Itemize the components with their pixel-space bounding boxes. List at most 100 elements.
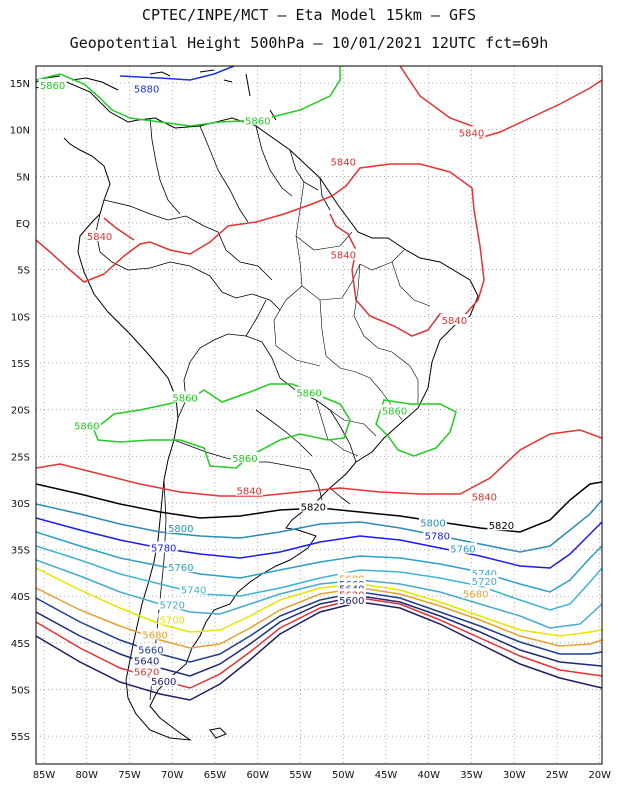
contour-label: 5740 xyxy=(181,586,206,597)
contour-label: 5620 xyxy=(134,668,159,679)
contour-label-bg xyxy=(141,628,170,640)
lon-tick-label: 30W xyxy=(503,770,526,781)
contour-label-bg xyxy=(337,593,366,605)
lon-tick-label: 60W xyxy=(246,770,269,781)
lon-tick-label: 40W xyxy=(417,770,440,781)
contour-5800 xyxy=(36,499,602,553)
contour-5840-south xyxy=(36,429,602,497)
contour-label: 5860 xyxy=(296,389,321,400)
contour-label-bg xyxy=(132,654,161,666)
contour-label: 5860 xyxy=(245,116,270,127)
height-contours xyxy=(36,66,602,701)
contour-label-bg xyxy=(448,542,477,554)
lat-tick-label: 15S xyxy=(11,359,30,370)
contour-label-bg xyxy=(171,391,200,403)
contour-label-bg xyxy=(85,229,114,241)
contour-label: 5860 xyxy=(74,421,99,432)
contour-label-bg xyxy=(470,490,499,502)
contour-label: 5860 xyxy=(232,454,257,465)
contour-label: 5840 xyxy=(442,316,467,327)
lon-tick-label: 70W xyxy=(161,770,184,781)
contour-5780 xyxy=(36,517,602,569)
contour-label: 5880 xyxy=(134,85,159,96)
graticule-grid xyxy=(36,66,602,764)
contour-label-bg xyxy=(158,598,187,610)
contour-label: 5840 xyxy=(87,232,112,243)
falkland-islands xyxy=(209,727,227,739)
contour-label: 5840 xyxy=(331,251,356,262)
contour-label-bg xyxy=(132,82,161,94)
contour-label-bg xyxy=(337,582,366,594)
contour-label: 5840 xyxy=(236,487,261,498)
lon-tick-label: 45W xyxy=(375,770,398,781)
contour-5740 xyxy=(36,545,602,611)
lon-tick-label: 85W xyxy=(33,770,56,781)
lat-tick-label: 55S xyxy=(11,732,30,743)
lon-tick-label: 50W xyxy=(332,770,355,781)
contour-label: 5640 xyxy=(134,657,159,668)
contour-label-bg xyxy=(166,522,195,534)
contour-label: 5840 xyxy=(459,128,484,139)
contour-label-bg xyxy=(295,386,324,398)
contour-label-bg xyxy=(470,575,499,587)
contour-label-bg xyxy=(166,561,195,573)
lon-tick-label: 20W xyxy=(588,770,611,781)
contour-label-bg xyxy=(158,613,187,625)
contour-label-bg xyxy=(461,587,490,599)
lon-tick-label: 65W xyxy=(204,770,227,781)
contour-labels: 5880 5860 5860 5840 5840 5840 5840 5840 5860 5860… xyxy=(38,78,516,688)
contour-label-bg xyxy=(380,404,409,416)
contour-label: 5840 xyxy=(472,492,497,503)
contour-label: 5780 xyxy=(425,531,450,542)
contour-label-bg xyxy=(423,529,452,541)
contour-label-bg xyxy=(38,78,67,90)
contour-label: 5600 xyxy=(151,677,176,688)
contour-5840-north xyxy=(36,66,602,337)
lon-tick-label: 35W xyxy=(460,770,483,781)
contour-label: 5860 xyxy=(172,393,197,404)
contour-label-bg xyxy=(419,516,448,528)
title-line-2: Geopotential Height 500hPa – 10/01/2021 … xyxy=(69,34,549,52)
lat-tick-label: 50S xyxy=(11,686,30,697)
lat-tick-label: 20S xyxy=(11,406,30,417)
contour-label: 5860 xyxy=(382,406,407,417)
lat-tick-label: 25S xyxy=(11,452,30,463)
contour-5880 xyxy=(119,66,235,81)
caribbean-islands xyxy=(149,69,277,121)
contour-label: 5680 xyxy=(142,630,167,641)
contour-label: 5660 xyxy=(138,645,163,656)
title-line-1: CPTEC/INPE/MCT – Eta Model 15km – GFS xyxy=(141,6,477,24)
lon-tick-label: 80W xyxy=(75,770,98,781)
contour-5760 xyxy=(36,531,602,593)
axis-ticks: 85W 80W 75W 70W 65W 60W 55W 50W 45W 40W 35W 30W 25W 2… xyxy=(10,79,611,781)
contour-5720 xyxy=(36,559,602,629)
contour-label: 5600 xyxy=(339,596,364,607)
contour-label: 5680 xyxy=(463,589,488,600)
contour-5600 xyxy=(36,601,602,701)
contour-label: 5840 xyxy=(331,157,356,168)
contour-label-bg xyxy=(487,519,516,531)
lon-tick-label: 75W xyxy=(118,770,141,781)
contour-label-bg xyxy=(136,643,165,655)
central-america-coastline xyxy=(36,75,119,201)
contour-5680 xyxy=(36,587,602,649)
contour-label-bg xyxy=(329,155,358,167)
lat-tick-label: 5N xyxy=(16,172,30,183)
lat-tick-label: EQ xyxy=(16,219,30,230)
lat-tick-label: 30S xyxy=(11,499,30,510)
contour-label-bg xyxy=(337,588,366,600)
contour-label-bg xyxy=(243,114,272,126)
contour-label-bg xyxy=(457,126,486,138)
lat-tick-label: 10S xyxy=(11,312,30,323)
lat-tick-label: 15N xyxy=(10,79,30,90)
contour-label: 5800 xyxy=(168,524,193,535)
contour-label-bg xyxy=(337,572,366,584)
contour-label: 5860 xyxy=(40,81,65,92)
contour-5860-south-b xyxy=(375,399,457,457)
contour-5860-north xyxy=(36,66,341,127)
contour-label: 5800 xyxy=(420,518,445,529)
contour-label-bg xyxy=(230,452,259,464)
lon-tick-label: 25W xyxy=(546,770,569,781)
contour-label: 5820 xyxy=(301,503,326,514)
